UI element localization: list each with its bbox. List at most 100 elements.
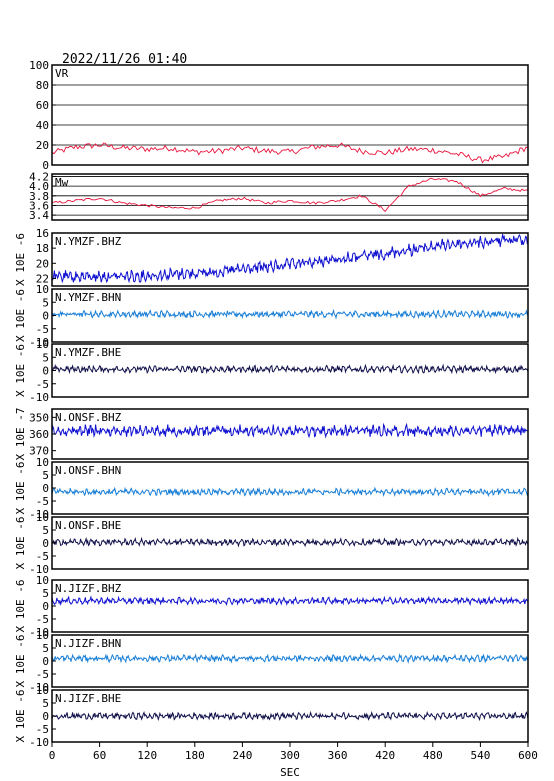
series-line <box>52 177 529 213</box>
y-tick-label: 4.2 <box>29 170 49 183</box>
y-tick-label: 20 <box>36 257 49 270</box>
panel-frame <box>51 408 529 460</box>
y-tick-label: 10 <box>36 574 49 587</box>
panel-vr: 100 80 60 40 20 0 VR <box>29 59 529 172</box>
y-tick-label: -10 <box>29 508 49 521</box>
y-tick-label: 60 <box>36 99 49 112</box>
y-tick-label: 4.0 <box>29 180 49 193</box>
panel-frame <box>51 232 529 287</box>
unit-label: X 10E -6 <box>14 233 27 286</box>
y-tick-label: -10 <box>29 563 49 576</box>
unit-label: X 10E -6 <box>14 289 27 342</box>
series-line <box>51 233 529 284</box>
y-tick-label: 3.4 <box>29 209 49 222</box>
y-tick-label: -5 <box>36 668 49 681</box>
x-tick-label: 120 <box>137 749 157 762</box>
panel-n-onsf-bhz: 350 360 370 N.ONSF.BHZ X 10E -7 <box>14 408 529 460</box>
y-tick-label: 10 <box>36 283 49 296</box>
x-tick-label: 600 <box>518 749 538 762</box>
y-tick-label: -10 <box>29 626 49 639</box>
y-tick-label: 40 <box>36 119 49 132</box>
x-axis-label: SEC <box>280 766 300 779</box>
panel-frame <box>51 64 529 166</box>
y-tick-label: -5 <box>36 378 49 391</box>
series-line <box>51 142 529 164</box>
series-line <box>51 486 529 498</box>
y-tick-label: 18 <box>36 242 49 255</box>
x-tick-label: 540 <box>470 749 490 762</box>
unit-label: X 10E -6 <box>14 462 27 515</box>
panel-label: N.YMZF.BHN <box>55 291 121 304</box>
y-tick-label: -10 <box>29 736 49 749</box>
panel-frame <box>51 516 529 570</box>
y-tick-label: 5 <box>42 351 49 364</box>
y-tick-label: 100 <box>29 59 49 72</box>
x-tick-label: 180 <box>185 749 205 762</box>
y-tick-label: 22 <box>36 272 49 285</box>
y-tick-label: -10 <box>29 391 49 404</box>
y-tick-label: 10 <box>36 629 49 642</box>
y-tick-label: -5 <box>36 613 49 626</box>
panel-label: N.ONSF.BHZ <box>55 411 122 424</box>
y-tick-label: 0 <box>42 365 49 378</box>
panel-label: N.JIZF.BHN <box>55 637 121 650</box>
y-tick-label: 3.6 <box>29 199 49 212</box>
panel-label: Mw <box>55 176 69 189</box>
series-line <box>51 308 529 320</box>
panel-frame <box>51 579 529 633</box>
y-tick-label: 370 <box>29 445 49 458</box>
y-tick-label: 350 <box>29 411 49 424</box>
panel-mw: 4.24.03.83.63.4 Mw <box>29 170 529 222</box>
x-tick-label: 0 <box>49 749 56 762</box>
y-tick-label: 5 <box>42 296 49 309</box>
panels: 100806040200VR4.24.03.83.63.4Mw16182022N… <box>14 59 529 749</box>
y-tick-label: 5 <box>42 587 49 600</box>
panel-frame <box>51 461 529 515</box>
y-tick-label: 0 <box>42 310 49 323</box>
panel-label: N.YMZF.BHZ <box>55 235 122 248</box>
y-tick-label: -5 <box>36 723 49 736</box>
y-tick-label: 0 <box>42 159 49 172</box>
y-tick-label: 0 <box>42 655 49 668</box>
y-tick-label: 5 <box>42 469 49 482</box>
series-line <box>51 653 529 664</box>
y-tick-label: 80 <box>36 79 49 92</box>
panel-frame <box>51 173 529 221</box>
y-tick-label: 0 <box>42 710 49 723</box>
chart-datetime: 2022/11/26 01:40 <box>62 52 187 67</box>
unit-label: X 10E -6 <box>14 635 27 688</box>
panel-label: N.ONSF.BHN <box>55 464 121 477</box>
y-tick-label: 0 <box>42 537 49 550</box>
x-tick-label: 300 <box>280 749 300 762</box>
panel-label: N.ONSF.BHE <box>55 519 121 532</box>
y-tick-label: 3.8 <box>29 190 49 203</box>
y-tick-label: 16 <box>36 227 49 240</box>
y-tick-label: -10 <box>29 681 49 694</box>
panel-label: N.JIZF.BHZ <box>55 582 122 595</box>
x-tick-label: 360 <box>328 749 348 762</box>
series-line <box>51 536 529 548</box>
y-tick-label: 10 <box>36 338 49 351</box>
unit-label: X 10E -6 <box>14 580 27 633</box>
y-tick-label: -5 <box>36 550 49 563</box>
x-tick-label: 60 <box>93 749 106 762</box>
x-axis: 0 60 120 180 240 300 360 420 480 540 600 <box>49 742 538 762</box>
series-line <box>51 595 529 607</box>
y-tick-label: 360 <box>29 428 49 441</box>
panel-n-ymzf-bhz: 16 18 20 22 N.YMZF.BHZ X 10E -6 <box>14 227 529 287</box>
y-tick-label: 0 <box>42 600 49 613</box>
unit-label: X 10E -6 <box>14 344 27 397</box>
series-line <box>51 422 528 439</box>
y-tick-label: 20 <box>36 139 49 152</box>
x-tick-label: 420 <box>375 749 395 762</box>
x-tick-label: 480 <box>423 749 443 762</box>
y-tick-label: 10 <box>36 511 49 524</box>
y-tick-label: 5 <box>42 524 49 537</box>
x-tick-label: 240 <box>232 749 252 762</box>
